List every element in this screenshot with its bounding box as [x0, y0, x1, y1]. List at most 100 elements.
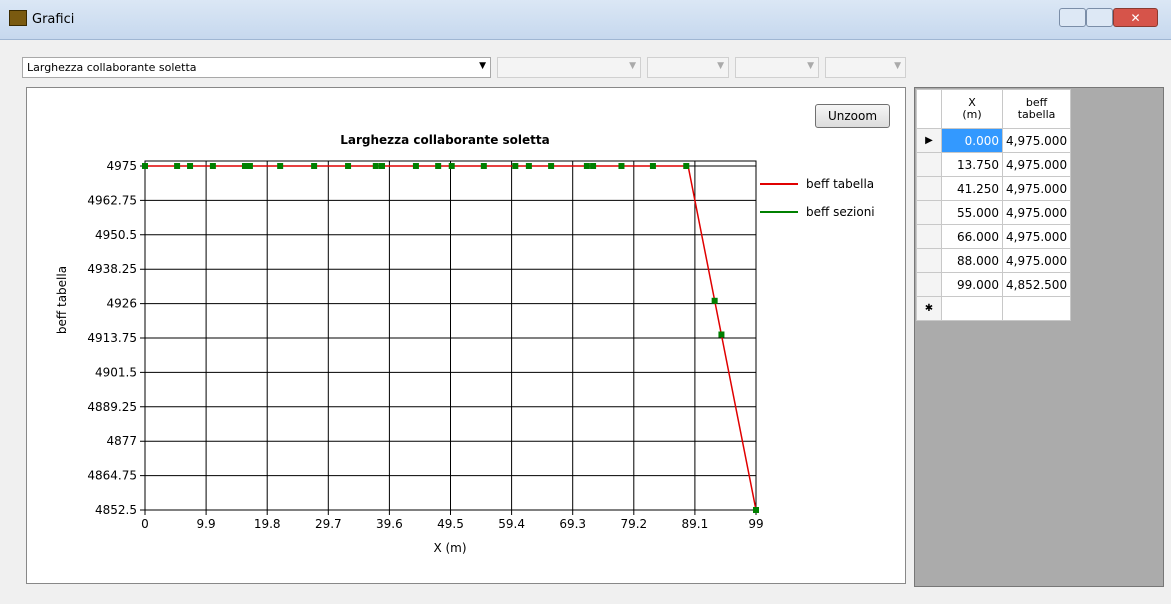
table-row: 41.250 4,975.000	[916, 176, 1072, 201]
header-text: X	[968, 96, 976, 109]
x-tick-label: 89.1	[682, 517, 709, 531]
data-table: X (m) beff tabella ▶ 0.000 4,975.000 13.750 4,97…	[916, 89, 1072, 321]
title-bar: Grafici ✕	[0, 0, 1171, 40]
data-point	[345, 163, 352, 169]
window-title: Grafici	[32, 12, 75, 27]
x-axis-label: X (m)	[433, 541, 466, 555]
cell: 0.000	[941, 128, 1003, 153]
cell: 4,975.000	[1001, 176, 1072, 201]
data-point	[412, 163, 419, 169]
corner-cell	[916, 89, 942, 129]
y-tick-label: 4901.5	[95, 365, 137, 379]
header-text: (m)	[962, 108, 982, 121]
column-header: X (m)	[941, 89, 1003, 129]
chart-selector[interactable]: Larghezza collaborante soletta ▼	[22, 57, 491, 78]
cell: 4,975.000	[1001, 152, 1072, 177]
dropdown: ▼	[825, 57, 906, 78]
cell: 66.000	[941, 224, 1003, 249]
x-tick-label: 49.5	[437, 517, 464, 531]
cell: 55.000	[941, 200, 1003, 225]
y-tick-label: 4926	[106, 297, 137, 311]
legend-label: beff tabella	[806, 177, 874, 191]
row-header	[916, 200, 942, 225]
data-point	[512, 163, 519, 169]
table-row: 99.000 4,852.500	[916, 272, 1072, 297]
header-row: X (m) beff tabella	[916, 89, 1072, 129]
y-tick-label: 4889.25	[87, 400, 137, 414]
legend-label: beff sezioni	[806, 205, 875, 219]
y-tick-label: 4864.75	[87, 469, 137, 483]
row-header	[916, 272, 942, 297]
data-point	[583, 163, 590, 169]
cell: 4,975.000	[1001, 200, 1072, 225]
table-row: 88.000 4,975.000	[916, 248, 1072, 273]
x-tick-label: 29.7	[315, 517, 342, 531]
cell	[941, 296, 1003, 321]
data-point	[187, 163, 194, 169]
x-tick-label: 69.3	[559, 517, 586, 531]
y-axis-label: beff tabella	[55, 266, 69, 334]
cell: 13.750	[941, 152, 1003, 177]
row-header	[916, 176, 942, 201]
chart: 0 9.9 19.8 29.7 39.6 49.5 59.4 69.3 79.2 89.1 99 48…	[55, 133, 875, 555]
cell	[1001, 296, 1072, 321]
table-row: 55.000 4,975.000	[916, 200, 1072, 225]
cell: 4,975.000	[1001, 224, 1072, 249]
table-row: 66.000 4,975.000	[916, 224, 1072, 249]
cell: 88.000	[941, 248, 1003, 273]
data-point	[435, 163, 442, 169]
data-point	[683, 163, 690, 169]
app-icon	[9, 10, 27, 26]
y-tick-label: 4975	[106, 159, 137, 173]
cell: 99.000	[941, 272, 1003, 297]
data-point	[548, 163, 555, 169]
data-point	[448, 163, 455, 169]
new-row: ✱	[916, 296, 1072, 321]
data-point	[209, 163, 216, 169]
cell: 41.250	[941, 176, 1003, 201]
y-tick-label: 4938.25	[87, 262, 137, 276]
x-tick-label: 99	[748, 517, 763, 531]
selector-text: Larghezza collaborante soletta	[27, 61, 197, 74]
header-text: tabella	[1017, 108, 1056, 121]
data-point	[277, 163, 284, 169]
unzoom-button[interactable]: Unzoom	[815, 104, 890, 128]
row-header: ▶	[916, 128, 942, 153]
row-header	[916, 224, 942, 249]
table-row: 13.750 4,975.000	[916, 152, 1072, 177]
cell: 4,975.000	[1001, 128, 1072, 153]
dropdown: ▼	[735, 57, 819, 78]
data-point	[753, 507, 759, 513]
data-point	[372, 163, 379, 169]
y-tick-label: 4962.75	[87, 193, 137, 207]
data-point	[378, 163, 385, 169]
x-tick-label: 19.8	[254, 517, 281, 531]
row-header: ✱	[916, 296, 942, 321]
data-point	[311, 163, 318, 169]
x-tick-label: 0	[141, 517, 149, 531]
data-point	[711, 297, 718, 304]
cell: 4,852.500	[1001, 272, 1072, 297]
x-tick-label: 59.4	[498, 517, 525, 531]
data-point	[241, 163, 248, 169]
y-tick-label: 4852.5	[95, 503, 137, 517]
data-point	[246, 163, 253, 169]
data-point	[649, 163, 656, 169]
data-point	[174, 163, 181, 169]
data-point	[525, 163, 532, 169]
chart-title: Larghezza collaborante soletta	[340, 133, 550, 147]
y-tick-label: 4913.75	[87, 331, 137, 345]
row-header	[916, 248, 942, 273]
data-point	[618, 163, 625, 169]
cell: 4,975.000	[1001, 248, 1072, 273]
header-text: beff	[1025, 96, 1048, 109]
data-point	[142, 163, 148, 169]
minimize-button[interactable]	[1059, 8, 1086, 27]
dropdown: ▼	[647, 57, 729, 78]
data-point	[480, 163, 487, 169]
x-tick-label: 9.9	[197, 517, 216, 531]
close-button[interactable]: ✕	[1113, 8, 1158, 27]
maximize-button[interactable]	[1086, 8, 1113, 27]
y-tick-label: 4950.5	[95, 228, 137, 242]
